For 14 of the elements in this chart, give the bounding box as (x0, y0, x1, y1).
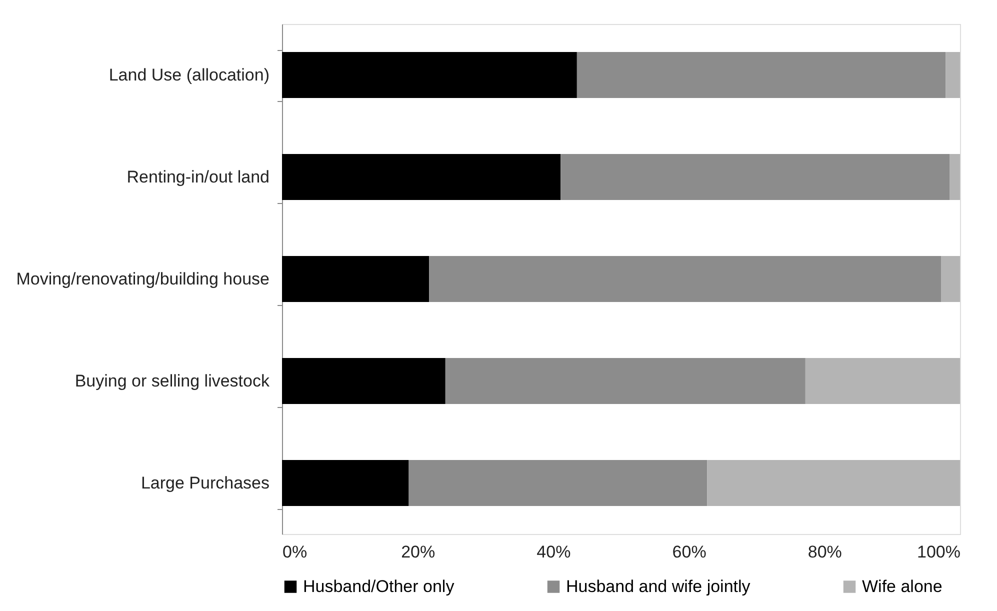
legend-label: Husband and wife jointly (566, 576, 751, 596)
x-tick-label: 100% (917, 542, 960, 562)
x-tick-label: 20% (401, 542, 436, 562)
y-tick-label: Renting-in/out land (126, 168, 270, 186)
x-tick-label: 0% (282, 542, 308, 562)
y-tick-label: Large Purchases (140, 474, 270, 492)
y-tick-label: Land Use (allocation) (108, 66, 270, 84)
x-tick-label: 40% (536, 542, 571, 562)
legend-label: Husband/Other only (303, 576, 455, 596)
y-tick-label: Buying or selling livestock (74, 372, 270, 390)
x-tick-label: 80% (808, 542, 842, 562)
x-tick-label: 60% (672, 542, 706, 562)
legend-label: Wife alone (862, 576, 942, 596)
y-tick-label: Moving/renovating/building house (16, 270, 270, 288)
